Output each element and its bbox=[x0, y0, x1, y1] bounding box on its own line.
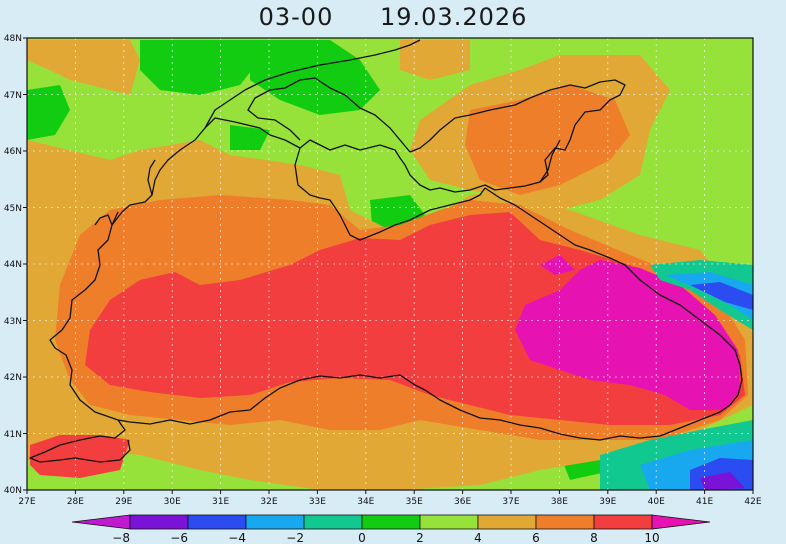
lon-label: 38E bbox=[551, 497, 568, 507]
lon-label: 31E bbox=[212, 497, 229, 507]
lon-label: 28E bbox=[67, 497, 84, 507]
colorbar-label: 10 bbox=[644, 531, 659, 544]
lat-label: 44N bbox=[4, 260, 22, 270]
lon-label: 40E bbox=[648, 497, 665, 507]
colorbar-label: 4 bbox=[474, 531, 482, 544]
lon-label: 27E bbox=[18, 497, 35, 507]
colorbar-label: −8 bbox=[112, 531, 130, 544]
bosphorus-marmara bbox=[29, 419, 131, 463]
lon-labels: 27E 28E 29E 30E 31E 32E 33E 34E 35E 36E … bbox=[18, 497, 761, 507]
colorbar-segment bbox=[419, 514, 479, 530]
colorbar-label: −4 bbox=[228, 531, 246, 544]
colorbar-segment bbox=[303, 514, 363, 530]
map-title: 03-00 19.03.2026 bbox=[0, 3, 786, 31]
lat-label: 42N bbox=[4, 373, 22, 383]
coastlines bbox=[29, 39, 743, 463]
lon-label: 39E bbox=[599, 497, 616, 507]
lon-label: 34E bbox=[357, 497, 374, 507]
lon-label: 35E bbox=[406, 497, 423, 507]
lat-label: 46N bbox=[4, 147, 22, 157]
dniester-river bbox=[147, 159, 156, 196]
lon-label: 42E bbox=[744, 497, 761, 507]
triangle-right-icon bbox=[651, 514, 711, 530]
lon-label: 30E bbox=[164, 497, 181, 507]
temperature-field bbox=[27, 38, 753, 490]
don-river bbox=[539, 139, 561, 183]
colorbar-segment bbox=[593, 514, 653, 530]
colorbar-label: 8 bbox=[590, 531, 598, 544]
lat-labels: 48N 47N 46N 45N 44N 43N 42N 41N 40N bbox=[4, 34, 22, 496]
black-sea-coast bbox=[49, 79, 626, 421]
caucasus-coast bbox=[117, 187, 743, 441]
title-time: 03-00 bbox=[258, 3, 334, 31]
colorbar-label: 2 bbox=[416, 531, 424, 544]
title-date: 19.03.2026 bbox=[379, 3, 528, 31]
lon-label: 33E bbox=[309, 497, 326, 507]
colorbar-label: −2 bbox=[286, 531, 304, 544]
colorbar-segment bbox=[535, 514, 595, 530]
azov-coast bbox=[247, 77, 411, 153]
lon-label: 29E bbox=[115, 497, 132, 507]
lon-label: 32E bbox=[260, 497, 277, 507]
triangle-left-icon bbox=[71, 514, 131, 530]
crimea-coast bbox=[294, 147, 486, 241]
lat-label: 43N bbox=[4, 317, 22, 327]
lon-label: 37E bbox=[502, 497, 519, 507]
lat-label: 41N bbox=[4, 430, 22, 440]
lat-label: 45N bbox=[4, 204, 22, 214]
colorbar bbox=[71, 514, 711, 530]
lon-label: 36E bbox=[454, 497, 471, 507]
colorbar-segment bbox=[187, 514, 247, 530]
lat-label: 48N bbox=[4, 34, 22, 44]
grid-lines bbox=[27, 38, 753, 490]
field-above-10 bbox=[515, 255, 740, 410]
colorbar-labels: −8 −6 −4 −2 0 2 4 6 8 10 bbox=[112, 531, 659, 544]
field-cold-se bbox=[600, 260, 753, 490]
colorbar-label: −6 bbox=[170, 531, 188, 544]
lon-label: 41E bbox=[696, 497, 713, 507]
colorbar-segment bbox=[129, 514, 189, 530]
dnieper-river bbox=[204, 39, 421, 129]
field-0-2-patches bbox=[27, 40, 615, 480]
colorbar-label: 6 bbox=[532, 531, 540, 544]
tick-marks bbox=[23, 37, 754, 494]
colorbar-segment bbox=[245, 514, 305, 530]
colorbar-segment bbox=[477, 514, 537, 530]
lat-label: 40N bbox=[4, 486, 22, 496]
danube-delta bbox=[94, 211, 119, 226]
lat-label: 47N bbox=[4, 91, 22, 101]
colorbar-segment bbox=[361, 514, 421, 530]
colorbar-label: 0 bbox=[358, 531, 366, 544]
